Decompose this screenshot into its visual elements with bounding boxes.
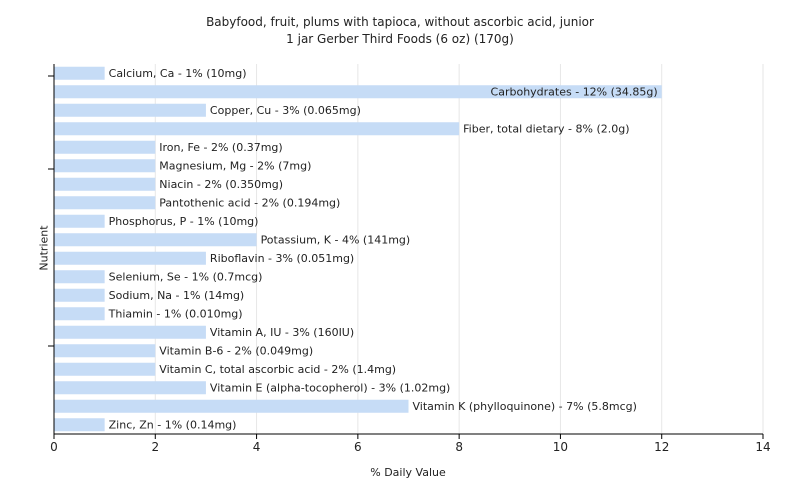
x-tick-label-6: 12 [654, 440, 669, 454]
x-tick-label-4: 8 [455, 440, 463, 454]
bar-label-19: Zinc, Zn - 1% (0.14mg) [109, 418, 237, 431]
bar-8 [54, 214, 105, 228]
bar-4 [54, 140, 156, 154]
bar-label-3: Fiber, total dietary - 8% (2.0g) [463, 122, 629, 135]
bar-18 [54, 399, 409, 413]
bar-10 [54, 251, 206, 265]
bar-5 [54, 159, 156, 173]
bar-3 [54, 122, 460, 136]
bar-0 [54, 66, 105, 80]
bar-label-6: Niacin - 2% (0.350mg) [159, 178, 283, 191]
bar-1 [54, 85, 662, 99]
bar-label-13: Thiamin - 1% (0.010mg) [108, 307, 243, 320]
chart-title: Babyfood, fruit, plums with tapioca, wit… [206, 15, 594, 29]
bar-label-11: Selenium, Se - 1% (0.7mcg) [109, 270, 263, 283]
bar-label-9: Potassium, K - 4% (141mg) [261, 233, 411, 246]
bar-19 [54, 418, 105, 432]
bar-label-1: Carbohydrates - 12% (34.85g) [491, 85, 658, 98]
x-tick-label-0: 0 [50, 440, 58, 454]
bar-2 [54, 103, 206, 117]
bar-14 [54, 325, 206, 339]
bar-label-8: Phosphorus, P - 1% (10mg) [109, 215, 259, 228]
bar-label-18: Vitamin K (phylloquinone) - 7% (5.8mcg) [413, 400, 637, 413]
chart-subtitle: 1 jar Gerber Third Foods (6 oz) (170g) [286, 32, 514, 46]
bar-label-2: Copper, Cu - 3% (0.065mg) [210, 104, 361, 117]
bar-label-10: Riboflavin - 3% (0.051mg) [210, 252, 354, 265]
x-tick-label-3: 6 [354, 440, 362, 454]
bar-label-14: Vitamin A, IU - 3% (160IU) [210, 326, 354, 339]
bar-label-0: Calcium, Ca - 1% (10mg) [109, 67, 247, 80]
x-axis-label: % Daily Value [370, 466, 446, 479]
x-tick-label-7: 14 [755, 440, 770, 454]
x-tick-label-2: 4 [253, 440, 261, 454]
bar-17 [54, 381, 206, 395]
bar-label-7: Pantothenic acid - 2% (0.194mg) [159, 196, 340, 209]
bar-15 [54, 344, 156, 358]
chart-title-block: Babyfood, fruit, plums with tapioca, wit… [0, 14, 800, 48]
bar-label-5: Magnesium, Mg - 2% (7mg) [159, 159, 311, 172]
x-tick-label-5: 10 [553, 440, 568, 454]
bar-11 [54, 270, 105, 284]
bar-16 [54, 362, 156, 376]
bar-9 [54, 233, 257, 247]
bar-label-16: Vitamin C, total ascorbic acid - 2% (1.4… [159, 363, 396, 376]
x-tick-label-1: 2 [151, 440, 159, 454]
bar-12 [54, 288, 105, 302]
bar-13 [54, 307, 105, 321]
bar-label-15: Vitamin B-6 - 2% (0.049mg) [159, 344, 313, 357]
bar-label-17: Vitamin E (alpha-tocopherol) - 3% (1.02m… [210, 381, 450, 394]
bar-7 [54, 196, 156, 210]
bar-label-12: Sodium, Na - 1% (14mg) [109, 289, 245, 302]
bar-label-4: Iron, Fe - 2% (0.37mg) [159, 141, 282, 154]
bar-6 [54, 177, 156, 191]
